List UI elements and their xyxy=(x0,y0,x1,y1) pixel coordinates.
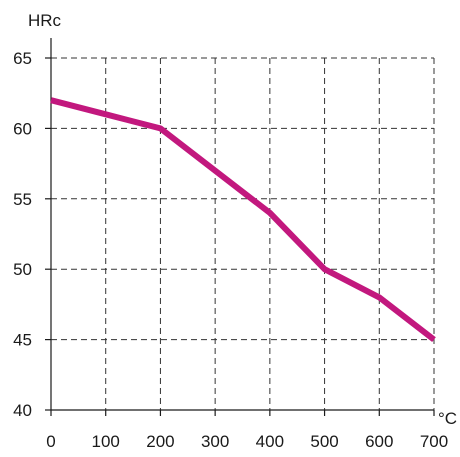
y-tick-label-40: 40 xyxy=(13,401,32,420)
x-tick-label-0: 0 xyxy=(46,432,55,451)
series-line-0 xyxy=(50,97,436,342)
series xyxy=(50,97,436,342)
x-tick-label-500: 500 xyxy=(310,432,338,451)
y-axis-title: HRc xyxy=(28,11,62,30)
y-tick-label-55: 55 xyxy=(13,190,32,209)
y-tick-label-60: 60 xyxy=(13,119,32,138)
grid-lines xyxy=(51,57,435,410)
y-tick-label-45: 45 xyxy=(13,331,32,350)
x-tick-label-600: 600 xyxy=(365,432,393,451)
x-axis-title: °C xyxy=(438,409,457,428)
x-tick-label-200: 200 xyxy=(146,432,174,451)
x-tick-label-300: 300 xyxy=(201,432,229,451)
y-tick-label-50: 50 xyxy=(13,260,32,279)
x-tick-label-400: 400 xyxy=(256,432,284,451)
y-tick-label-65: 65 xyxy=(13,49,32,68)
x-tick-label-700: 700 xyxy=(420,432,448,451)
x-tick-label-100: 100 xyxy=(92,432,120,451)
axes xyxy=(50,38,434,411)
ticks: 40 45 50 55 60 65 0 100 200 300 400 500 600 700 xyxy=(13,49,448,451)
